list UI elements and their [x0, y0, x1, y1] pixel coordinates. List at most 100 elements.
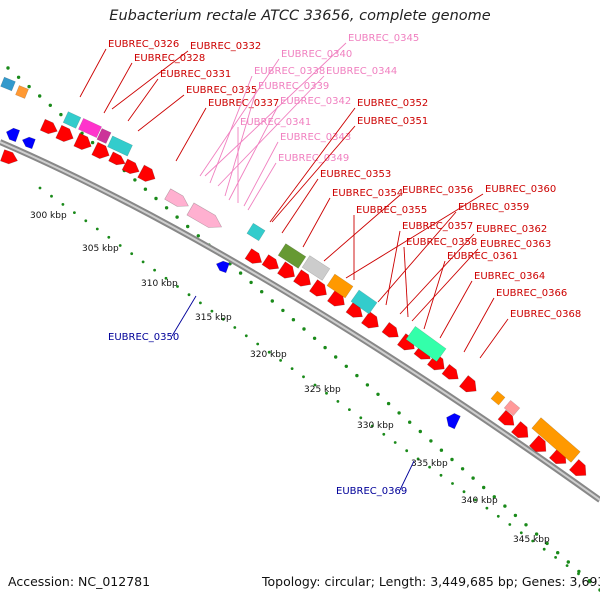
forward-gene-arrow-shape — [309, 279, 327, 297]
gene-label: EUBREC_0355 — [356, 205, 427, 216]
tick-dot — [130, 252, 134, 256]
label-leader-line — [411, 248, 479, 322]
label-leader-line — [204, 42, 347, 177]
gene-label: EUBREC_0351 — [357, 116, 428, 127]
tick-dot — [90, 140, 95, 145]
rna-gene-arrow — [164, 188, 189, 207]
label-leader-line — [175, 107, 207, 162]
forward-gene-arrow — [277, 261, 295, 279]
tick-dot — [61, 203, 65, 206]
tick-dot — [496, 514, 500, 518]
tick-dot — [556, 551, 560, 555]
tick-dot — [513, 513, 518, 518]
tick-dot — [313, 383, 317, 387]
label-leader-line — [281, 178, 319, 234]
gene-label: EUBREC_0342 — [280, 96, 351, 107]
tick-dot — [439, 473, 443, 477]
label-leader-line — [385, 230, 401, 306]
tick-dot — [270, 299, 274, 303]
gene-label: EUBREC_0354 — [332, 188, 403, 199]
gene-label: EUBREC_0353 — [320, 169, 391, 180]
rna-gene-arrow-shape — [164, 188, 189, 207]
label-leader-line — [224, 90, 257, 197]
gene-label: EUBREC_0364 — [474, 271, 545, 282]
gene-label: EUBREC_0339 — [258, 81, 329, 92]
label-leader-line — [423, 260, 446, 330]
forward-gene-arrow-shape — [360, 311, 379, 329]
tick-dot — [176, 285, 179, 288]
label-leader-line — [479, 318, 509, 359]
gene-label: EUBREC_0363 — [480, 239, 551, 250]
tick-dot — [534, 532, 539, 536]
forward-gene-arrow — [55, 124, 74, 143]
label-leader-line — [269, 107, 356, 223]
gene-label: EUBREC_0349 — [278, 153, 349, 164]
forward-gene-arrow-shape — [277, 261, 295, 279]
tick-dot — [344, 364, 348, 368]
tick-dot — [376, 392, 380, 396]
forward-gene-arrow-shape — [426, 353, 445, 371]
tick-label: 320 kbp — [250, 350, 287, 360]
tick-dot — [84, 219, 88, 223]
reverse-gene-arrow — [446, 413, 461, 430]
forward-gene-arrow — [510, 421, 529, 439]
gene-label: EUBREC_0359 — [458, 202, 529, 213]
tick-dot — [164, 276, 168, 280]
tick-label: 305 kbp — [82, 244, 119, 254]
tick-label: 325 kbp — [304, 385, 341, 395]
tick-dot — [256, 342, 260, 346]
tick-dot — [302, 375, 305, 379]
label-leader-line — [323, 194, 401, 262]
forward-gene-arrow — [244, 248, 263, 264]
forward-gene-arrow-shape — [55, 124, 74, 143]
gene-label: EUBREC_0341 — [240, 117, 311, 128]
tick-dot — [186, 224, 190, 229]
gene-label: EUBREC_0361 — [447, 251, 518, 262]
tick-dot — [462, 490, 466, 494]
tick-dot — [302, 327, 306, 331]
tick-dot — [244, 334, 248, 338]
genome-backbone-highlight — [0, 141, 600, 501]
gene-label: EUBREC_0331 — [160, 69, 231, 80]
tick-dot — [451, 482, 454, 485]
forward-gene-arrow-shape — [91, 141, 110, 159]
tick-dot — [566, 560, 570, 564]
label-leader-line — [247, 162, 277, 211]
forward-gene-arrow — [261, 254, 280, 270]
tick-dot — [429, 439, 433, 443]
tick-dot — [249, 280, 253, 285]
label-leader-line — [111, 50, 189, 110]
label-leader-line — [399, 233, 475, 315]
gene-label: EUBREC_0332 — [190, 41, 261, 52]
tick-dot — [428, 465, 431, 469]
reverse-gene-arrow — [5, 127, 21, 143]
tick-dot — [221, 317, 225, 321]
tick-dot — [312, 336, 317, 340]
tick-dot — [291, 318, 296, 322]
tick-dot — [519, 531, 523, 535]
label-leader-line — [209, 75, 253, 184]
cog-block — [326, 273, 354, 299]
forward-gene-arrow-shape — [39, 118, 58, 135]
forward-gene-arrow — [309, 279, 327, 297]
cog-block — [301, 255, 331, 281]
tick-dot — [485, 506, 489, 510]
outer-dotted-track — [6, 66, 600, 592]
cog-block — [0, 76, 16, 92]
tick-dot — [38, 94, 42, 98]
forward-gene-arrow-shape — [458, 375, 477, 393]
label-leader-line — [345, 193, 484, 279]
tick-dot — [281, 308, 285, 313]
cog-block — [405, 326, 447, 362]
tick-dot — [118, 244, 122, 247]
rna-gene-arrow — [186, 202, 223, 228]
reverse-gene-arrow-shape — [446, 413, 461, 430]
label-leader-line — [403, 246, 409, 318]
forward-gene-arrow — [293, 269, 311, 287]
tick-dot — [554, 556, 557, 559]
tick-dot — [482, 485, 486, 490]
gene-label: EUBREC_0326 — [108, 39, 179, 50]
tick-dot — [397, 411, 401, 415]
tick-dot — [260, 290, 264, 294]
